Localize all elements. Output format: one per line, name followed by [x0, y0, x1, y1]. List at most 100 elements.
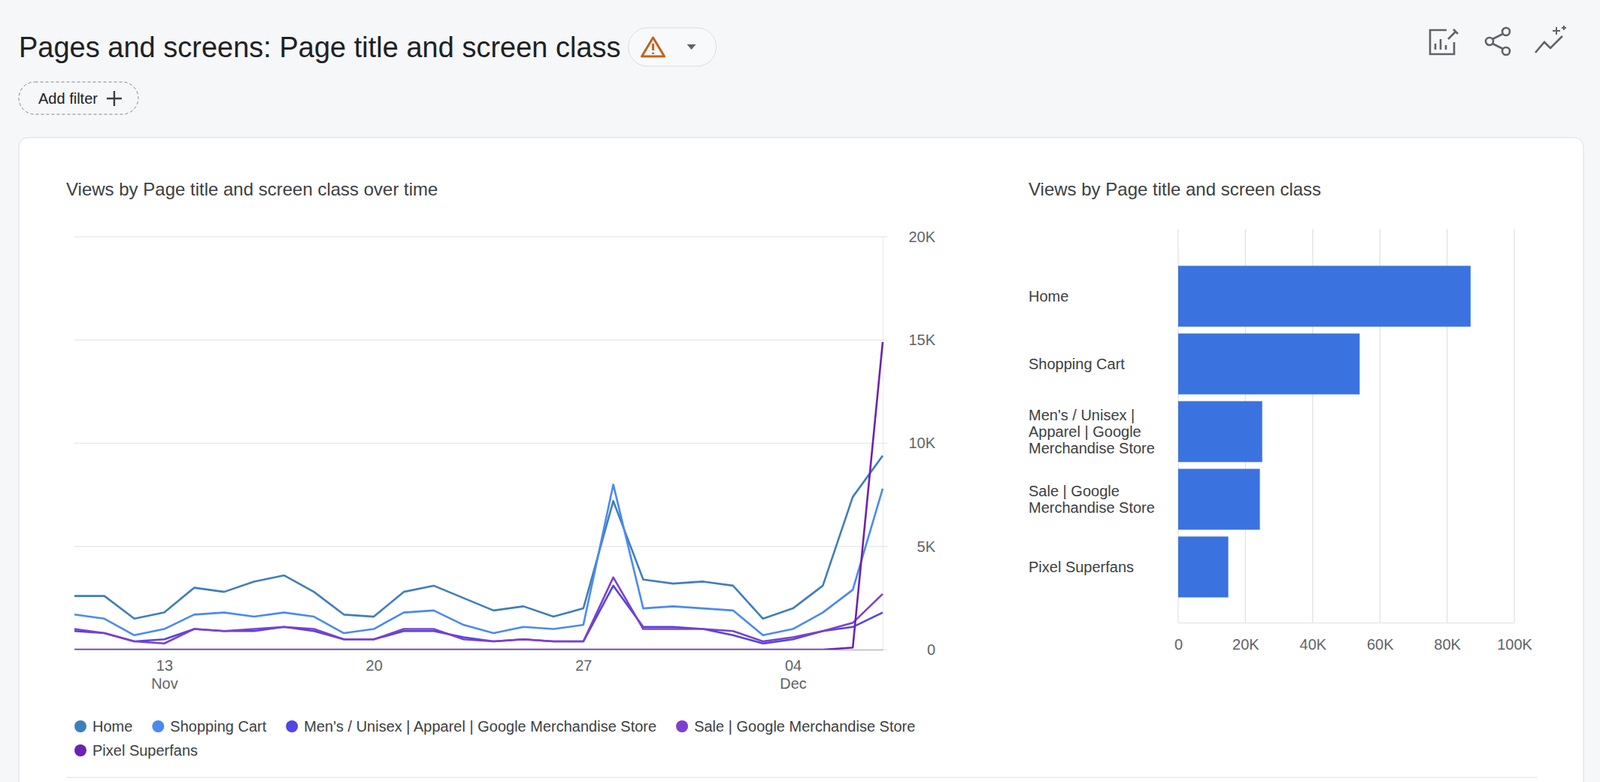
category-label: Pixel Superfans: [1028, 558, 1134, 576]
legend-label[interactable]: Pixel Superfans: [92, 742, 198, 759]
x-axis: 13Nov 20 27 04Dec: [75, 649, 884, 692]
series-line[interactable]: [74, 484, 883, 635]
icon-part[interactable]: [1502, 27, 1510, 36]
y-axis: 0 5K 10K 15K 20K: [882, 228, 937, 658]
warning-icon-bar: [651, 43, 655, 55]
plus-icon: [106, 90, 122, 107]
tick-label: 15K: [908, 331, 936, 349]
legend-label[interactable]: Shopping Cart: [169, 718, 267, 735]
chart-title: Views by Page title and screen class: [1028, 178, 1322, 200]
icon-part[interactable]: [1492, 33, 1504, 49]
series-line[interactable]: [74, 577, 883, 644]
tick-label: 20: [366, 657, 383, 674]
category-label-line: Merchandise Store: [1028, 439, 1155, 457]
icon-part[interactable]: [1485, 37, 1494, 46]
tick: 27: [575, 649, 592, 674]
tick-label-line: 13: [156, 657, 173, 674]
series-line[interactable]: [74, 585, 883, 644]
legend-label[interactable]: Men's / Unisex | Apparel | Google Mercha…: [303, 718, 657, 735]
tick: 04Dec: [779, 649, 807, 692]
grid: [74, 236, 888, 650]
plot-area: [74, 342, 883, 650]
page: Pages and screens: Page title and screen…: [0, 0, 1600, 782]
plot-area: [1178, 266, 1471, 598]
line-chart: Views by Page title and screen class ove…: [66, 178, 937, 759]
legend-swatch[interactable]: [285, 720, 298, 733]
tick-label: 20K: [908, 228, 936, 246]
icon-part[interactable]: [1430, 30, 1455, 55]
bar-chart: Views by Page title and screen class020K…: [1028, 178, 1534, 653]
category-labels: HomeShopping CartMen's / Unisex |Apparel…: [1028, 287, 1155, 576]
tick-label: 100K: [1496, 636, 1533, 653]
warning-chip[interactable]: [628, 27, 717, 67]
tick-label-line: 04: [784, 657, 802, 674]
legend-item[interactable]: Sale | Google Merchandise Store: [675, 718, 916, 735]
axis-line: [75, 649, 884, 651]
filter-label[interactable]: Add filter: [38, 90, 98, 107]
tick-label: 10K: [908, 434, 936, 452]
tick: 13Nov: [151, 649, 179, 692]
tick: 60K: [1366, 622, 1394, 653]
legend-swatch[interactable]: [675, 720, 688, 733]
legend-swatch[interactable]: [74, 720, 87, 733]
icon-part[interactable]: [1435, 29, 1458, 50]
bar[interactable]: [1178, 469, 1261, 531]
grid: [1178, 229, 1515, 623]
legend: Home Shopping Cart Men's / Unisex | Appare…: [74, 718, 916, 759]
series-line[interactable]: [74, 342, 883, 650]
category-label-line: Home: [1028, 287, 1069, 305]
bar[interactable]: [1178, 266, 1471, 328]
legend-label[interactable]: Sale | Google Merchandise Store: [693, 718, 916, 735]
tick-label: 5K: [917, 538, 937, 555]
icon-part[interactable]: [1535, 36, 1563, 53]
legend-item[interactable]: Men's / Unisex | Apparel | Google Mercha…: [285, 718, 657, 735]
axis-line: [882, 237, 884, 651]
grid-line: [74, 442, 888, 444]
tick-label: 60K: [1366, 636, 1394, 653]
tick-label-line: Dec: [779, 675, 807, 692]
tick-label: 27: [575, 657, 592, 674]
warning-icon: [642, 37, 665, 57]
tick-label: 13Nov: [151, 657, 179, 692]
category-label: Men's / Unisex |Apparel | GoogleMerchand…: [1028, 406, 1155, 457]
edit-report-icon[interactable]: [1430, 29, 1458, 55]
bar[interactable]: [1178, 333, 1360, 395]
insights-icon[interactable]: [1535, 25, 1567, 53]
icon-part[interactable]: [1502, 47, 1510, 55]
legend-item[interactable]: Pixel Superfans: [74, 742, 198, 759]
axis-line: [1178, 622, 1516, 624]
series-line[interactable]: [74, 455, 883, 619]
legend-item[interactable]: Home: [74, 718, 133, 735]
legend-swatch[interactable]: [74, 744, 87, 757]
grid-line: [74, 236, 888, 237]
chip-bg[interactable]: [628, 27, 717, 67]
tick-label: 80K: [1433, 636, 1461, 653]
category-label-line: Apparel | Google: [1028, 423, 1142, 440]
tick: 20K: [882, 228, 937, 246]
legend-item[interactable]: Shopping Cart: [151, 718, 267, 735]
legend-label[interactable]: Home: [92, 718, 133, 735]
tick-label: 04Dec: [779, 657, 807, 692]
legend-swatch[interactable]: [151, 720, 164, 733]
tick: 5K: [882, 538, 937, 555]
canvas: Pages and screens: Page title and screen…: [0, 0, 1600, 782]
tick: 0: [882, 641, 936, 658]
category-label: Sale | GoogleMerchandise Store: [1028, 482, 1155, 516]
tick-label: 0: [927, 641, 936, 658]
bar[interactable]: [1178, 401, 1263, 463]
tick: 80K: [1433, 622, 1461, 653]
icon-part[interactable]: [1552, 25, 1567, 35]
add-filter[interactable]: Add filter: [18, 81, 139, 115]
share-icon[interactable]: [1485, 27, 1510, 55]
tick-label: 20K: [1232, 636, 1260, 653]
tick: 10K: [882, 434, 937, 452]
bar[interactable]: [1178, 536, 1229, 598]
toolbar: [1430, 25, 1567, 55]
filter-bg[interactable]: [18, 81, 139, 115]
grid-line: [74, 545, 888, 547]
tick: 40K: [1300, 622, 1328, 653]
category-label-line: Merchandise Store: [1028, 499, 1155, 516]
tick: 15K: [882, 331, 937, 349]
grid-line: [1513, 229, 1515, 623]
grid-line: [74, 339, 888, 341]
